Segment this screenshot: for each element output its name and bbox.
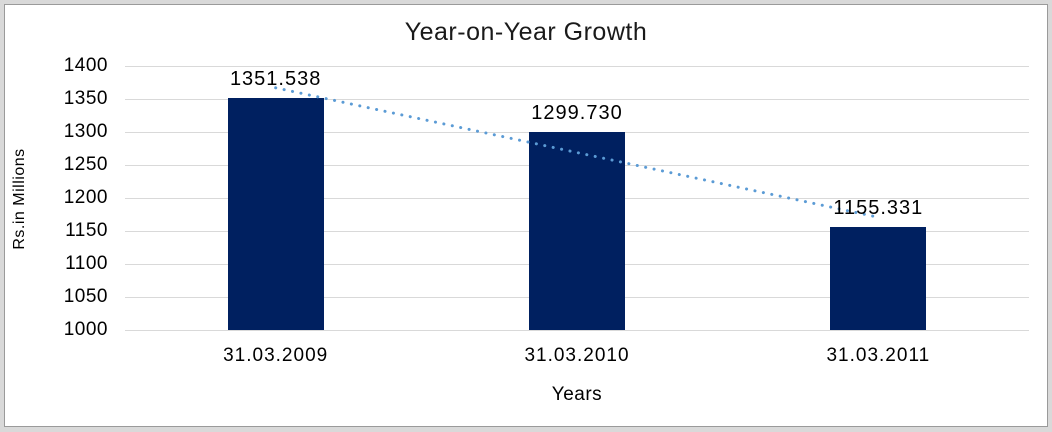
x-axis-tick-label: 31.03.2011 bbox=[826, 345, 931, 366]
y-axis-tick-label: 1000 bbox=[63, 319, 108, 340]
bar-data-label: 1351.538 bbox=[229, 67, 322, 90]
y-axis-tick-label: 1250 bbox=[63, 154, 108, 175]
gridline bbox=[125, 65, 1029, 67]
x-axis-tick-label: 31.03.2009 bbox=[223, 345, 329, 366]
bar-data-label: 1299.730 bbox=[531, 102, 623, 125]
y-axis-tick-label: 1050 bbox=[63, 286, 108, 307]
y-axis-tick-label: 1350 bbox=[63, 88, 108, 109]
gridline bbox=[125, 329, 1029, 331]
x-axis-title: Years bbox=[551, 384, 603, 405]
y-axis-tick-label: 1100 bbox=[65, 253, 108, 274]
chart-title: Year-on-Year Growth bbox=[404, 18, 648, 46]
bar bbox=[830, 227, 927, 330]
y-axis-tick-label: 1300 bbox=[63, 121, 108, 142]
bar bbox=[529, 132, 625, 330]
y-axis-title: Rs.in Millions bbox=[11, 148, 28, 250]
x-axis-tick-label: 31.03.2010 bbox=[524, 345, 630, 366]
y-axis-tick-label: 1200 bbox=[63, 187, 108, 208]
bar bbox=[227, 97, 324, 330]
y-axis-tick-label: 1400 bbox=[63, 55, 108, 76]
bar-data-label: 1155.331 bbox=[833, 197, 924, 220]
y-axis-tick-label: 1150 bbox=[65, 220, 108, 241]
